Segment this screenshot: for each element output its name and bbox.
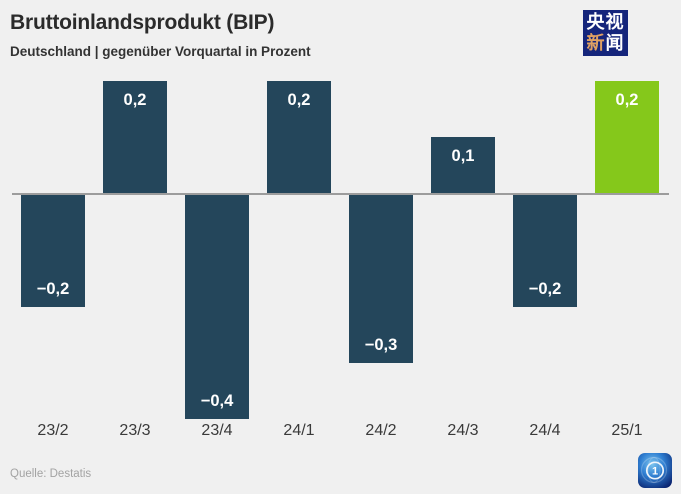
bar-24/1: 0,2 xyxy=(267,81,331,193)
ard-ring-icon xyxy=(645,461,665,480)
cctv-logo-row2: 新闻 xyxy=(587,33,625,54)
bar-24/2: −0,3 xyxy=(349,195,413,363)
tagesschau-logo-tile xyxy=(638,453,672,488)
x-axis-label-23/3: 23/3 xyxy=(119,422,151,439)
bar-value-label: −0,2 xyxy=(528,279,562,298)
page-title: Bruttoinlandsprodukt (BIP) xyxy=(10,11,275,34)
source-note: Quelle: Destatis xyxy=(10,468,92,480)
x-axis-label-24/3: 24/3 xyxy=(447,422,479,439)
ard-one-glyph: 1 xyxy=(652,466,658,478)
cctv-logo-row2-char2: 闻 xyxy=(605,33,625,53)
chart-subtitle: Deutschland | gegenüber Vorquartal in Pr… xyxy=(10,44,311,59)
x-axis-label-23/4: 23/4 xyxy=(201,422,233,439)
bar-value-label: 0,2 xyxy=(615,91,639,109)
bar-24/4: −0,2 xyxy=(513,195,577,307)
x-axis-label-25/1: 25/1 xyxy=(611,422,643,439)
bar-23/2: −0,2 xyxy=(21,195,85,307)
globe-meridian-icon xyxy=(647,457,661,483)
globe-icon xyxy=(640,456,668,484)
tagesschau-logo: 1 xyxy=(638,453,672,488)
cctv-news-logo: 央视 新闻 xyxy=(583,10,628,56)
cctv-logo-row1: 央视 xyxy=(586,12,625,32)
zero-axis-line xyxy=(12,193,669,195)
x-axis-label-24/2: 24/2 xyxy=(365,422,397,439)
bar-23/3: 0,2 xyxy=(103,81,167,193)
bar-value-label: −0,3 xyxy=(364,335,398,354)
bar-value-label: 0,2 xyxy=(287,91,311,109)
x-axis-label-24/4: 24/4 xyxy=(529,422,561,439)
bar-value-label: −0,4 xyxy=(200,391,234,410)
bar-23/4: −0,4 xyxy=(185,195,249,419)
bar-25/1: 0,2 xyxy=(595,81,659,193)
bar-value-label: 0,2 xyxy=(123,91,147,109)
cctv-logo-accent-char: 新 xyxy=(586,33,606,53)
x-axis-label-24/1: 24/1 xyxy=(283,422,315,439)
bar-value-label: −0,2 xyxy=(36,279,70,298)
x-axis-label-23/2: 23/2 xyxy=(37,422,69,439)
bar-value-label: 0,1 xyxy=(451,147,475,165)
bar-24/3: 0,1 xyxy=(431,137,495,193)
